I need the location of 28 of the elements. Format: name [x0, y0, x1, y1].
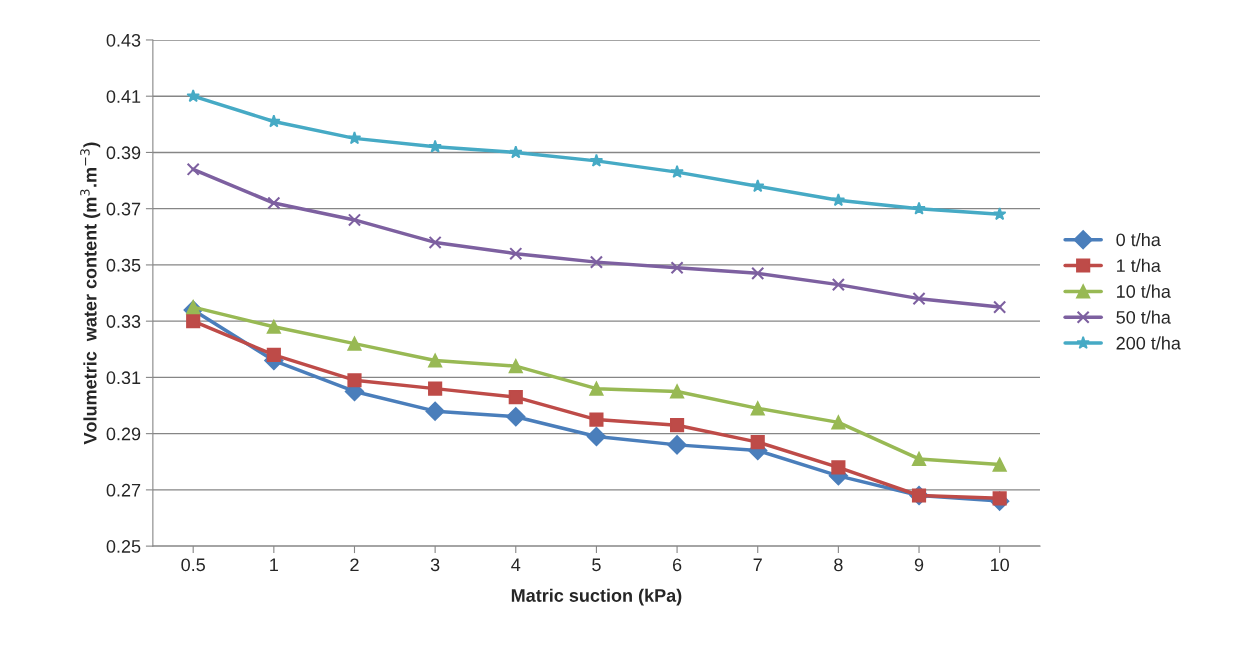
legend-label: 10 t/ha [1117, 284, 1171, 298]
y-tick-label: 0.27 [106, 483, 141, 497]
y-tick-label: 0.39 [106, 146, 141, 160]
x-tick-label: 9 [914, 558, 924, 572]
x-tick-label: 7 [753, 558, 762, 572]
y-tick-label: 0.43 [106, 33, 141, 47]
y-tick-label: 0.29 [106, 427, 141, 441]
y-tick-label: 0.41 [106, 90, 141, 103]
legend-label: 50 t/ha [1116, 310, 1171, 324]
x-tick-label: 3 [430, 558, 440, 572]
x-tick-label: 6 [672, 558, 682, 572]
legend-label: 1 t/ha [1117, 258, 1161, 273]
x-axis-title: Matric suction (kPa) [511, 588, 682, 606]
legend-label: 0 t/ha [1116, 232, 1161, 247]
y-tick-label: 0.25 [106, 540, 141, 553]
legend-label: 200 t/ha [1116, 336, 1181, 350]
y-tick-label: 0.35 [106, 258, 141, 272]
x-tick-label: 0.5 [181, 558, 205, 572]
x-tick-label: 4 [511, 558, 521, 572]
y-axis-title: Volumetric water content (m$^{3}$.m$^{−3}$) [80, 142, 101, 445]
x-tick-label: 1 [270, 558, 278, 572]
y-tick-label: 0.31 [106, 371, 141, 385]
y-tick-label: 0.33 [106, 315, 141, 328]
x-tick-label: 2 [350, 558, 359, 572]
x-tick-label: 10 [991, 558, 1009, 572]
x-tick-label: 5 [592, 558, 601, 572]
x-tick-label: 8 [834, 558, 843, 572]
y-tick-label: 0.37 [106, 202, 141, 216]
